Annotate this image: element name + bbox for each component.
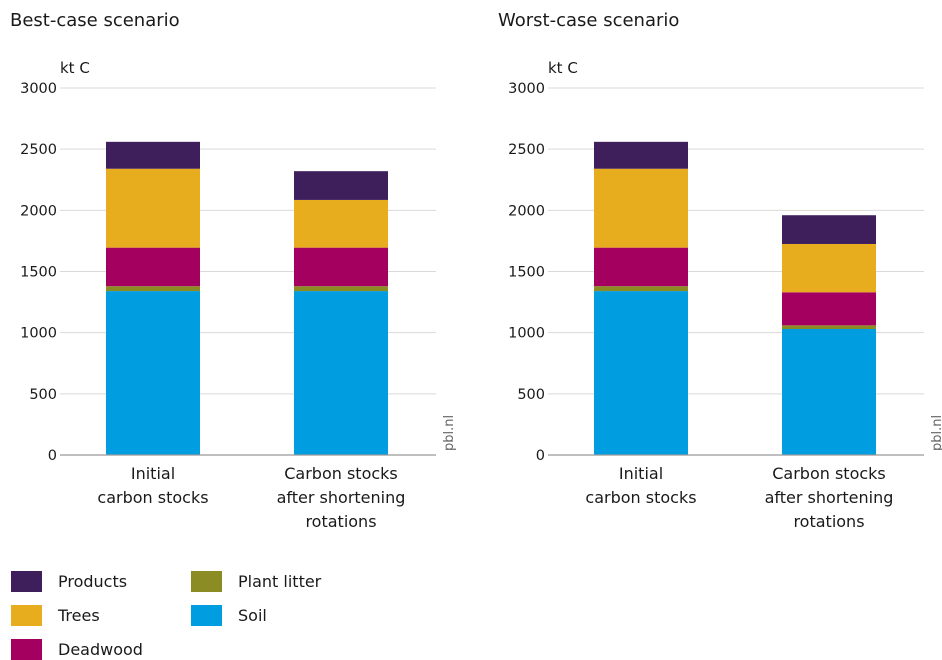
bar-segment-trees: [782, 243, 876, 293]
x-category-label: Initial carbon stocks: [97, 464, 208, 507]
y-tick-label: 3000: [20, 81, 57, 97]
bar-segment-trees: [106, 168, 200, 248]
panel-title: Worst-case scenario: [498, 10, 679, 31]
bar-segment-soil: [294, 291, 388, 455]
legend-swatch-deadwood: [11, 639, 42, 660]
y-axis-unit: kt C: [60, 59, 90, 77]
y-tick-label: 1500: [20, 265, 57, 281]
y-tick-label: 1500: [508, 265, 545, 281]
legend-swatch-soil: [191, 605, 222, 626]
bar-segment-deadwood: [594, 247, 688, 287]
y-tick-label: 3000: [508, 81, 545, 97]
legend-label: Soil: [238, 606, 267, 625]
x-category-label: Carbon stocks after shortening rotations: [765, 464, 894, 531]
bar-segment-soil: [594, 291, 688, 455]
y-tick-label: 2000: [20, 203, 57, 219]
y-tick-label: 0: [536, 448, 545, 464]
y-tick-label: 2500: [508, 142, 545, 158]
bar-segment-deadwood: [106, 247, 200, 287]
legend-swatch-trees: [11, 605, 42, 626]
bar-segment-products: [106, 141, 200, 169]
bar-segment-plant-litter: [594, 286, 688, 292]
legend-label: Plant litter: [238, 572, 322, 591]
x-category-label: Carbon stocks after shortening rotations: [277, 464, 406, 531]
y-tick-label: 0: [48, 448, 57, 464]
bar-segment-trees: [294, 199, 388, 248]
bar-segment-soil: [106, 291, 200, 455]
panel-title: Best-case scenario: [10, 10, 180, 31]
y-tick-label: 2500: [20, 142, 57, 158]
bar-segment-trees: [594, 168, 688, 248]
bar-segment-products: [782, 215, 876, 244]
y-tick-label: 1000: [508, 326, 545, 342]
bar-segment-soil: [782, 328, 876, 455]
bar-segment-products: [594, 141, 688, 169]
legend-label: Deadwood: [58, 640, 143, 659]
source-label: pbl.nl: [442, 415, 457, 451]
bar-segment-plant-litter: [294, 286, 388, 292]
y-tick-label: 1000: [20, 326, 57, 342]
legend-swatch-plant-litter: [191, 571, 222, 592]
y-tick-label: 500: [29, 387, 57, 403]
bar-segment-deadwood: [782, 292, 876, 326]
x-category-label: Initial carbon stocks: [585, 464, 696, 507]
y-tick-label: 2000: [508, 203, 545, 219]
legend-label: Trees: [57, 606, 100, 625]
legend-label: Products: [58, 572, 127, 591]
source-label: pbl.nl: [930, 415, 942, 451]
bar-segment-products: [294, 171, 388, 200]
y-axis-unit: kt C: [548, 59, 578, 77]
bar-segment-plant-litter: [106, 286, 200, 292]
legend-swatch-products: [11, 571, 42, 592]
bar-segment-plant-litter: [782, 325, 876, 329]
bar-segment-deadwood: [294, 247, 388, 287]
y-tick-label: 500: [517, 387, 545, 403]
